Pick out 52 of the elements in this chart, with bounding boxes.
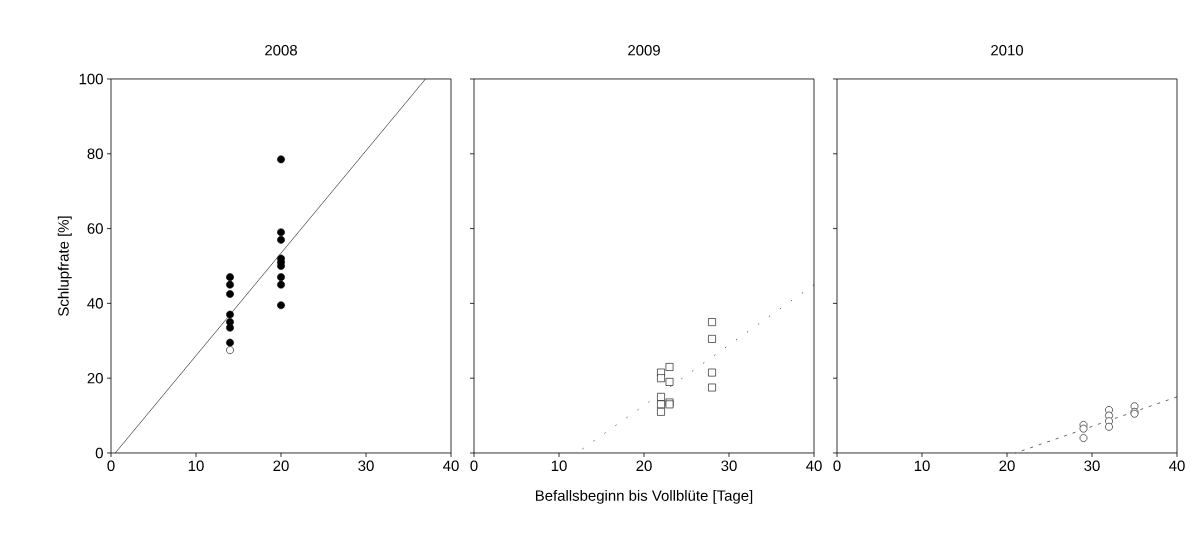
x-tick-label: 40	[443, 460, 459, 472]
x-tick-label: 0	[470, 460, 478, 472]
x-tick-label: 0	[107, 460, 115, 472]
point	[708, 318, 716, 326]
point	[277, 301, 285, 310]
chart-title: 2008	[265, 44, 297, 56]
y-tick-label: 0	[95, 447, 103, 459]
point	[226, 290, 234, 298]
x-tick-label: 10	[914, 460, 930, 472]
point	[657, 400, 665, 409]
point	[708, 335, 716, 343]
y-tick-label: 40	[87, 298, 103, 309]
point	[665, 363, 674, 371]
point	[657, 393, 665, 401]
x-tick-label: 30	[1084, 460, 1100, 472]
chart-title: 2010	[991, 44, 1024, 56]
y-tick-label: 20	[87, 372, 103, 384]
y-tick-label: 80	[87, 148, 103, 160]
point	[657, 407, 665, 416]
point	[708, 383, 716, 392]
point	[277, 155, 285, 164]
point	[226, 310, 234, 319]
point	[1079, 424, 1088, 433]
point	[1105, 422, 1113, 431]
point	[665, 378, 674, 386]
x-tick-label: 10	[551, 460, 567, 472]
x-axis-title: Befallsbeginn bis Vollblüte [Tage]	[535, 489, 753, 504]
y-tick-label: 100	[79, 73, 103, 85]
point	[708, 368, 716, 377]
x-tick-label: 20	[273, 460, 289, 472]
y-tick-label: 60	[87, 223, 103, 234]
point	[226, 323, 234, 332]
x-tick-label: 20	[999, 460, 1015, 472]
x-tick-label: 40	[1169, 460, 1185, 472]
point	[226, 338, 234, 347]
x-tick-label: 10	[188, 460, 204, 472]
x-tick-label: 0	[833, 460, 841, 472]
y-axis-title: Schlupfrate [%]	[57, 216, 72, 316]
x-tick-label: 30	[721, 460, 737, 472]
point	[277, 235, 285, 244]
point	[226, 280, 234, 289]
point	[277, 228, 285, 237]
x-tick-label: 40	[806, 460, 822, 472]
point	[1079, 434, 1088, 442]
point	[657, 374, 665, 383]
point	[277, 273, 285, 282]
x-tick-label: 20	[636, 460, 652, 472]
chart-title: 2009	[628, 44, 660, 56]
point	[226, 273, 234, 282]
x-tick-label: 30	[358, 460, 374, 472]
point	[277, 280, 285, 289]
point	[226, 346, 234, 355]
